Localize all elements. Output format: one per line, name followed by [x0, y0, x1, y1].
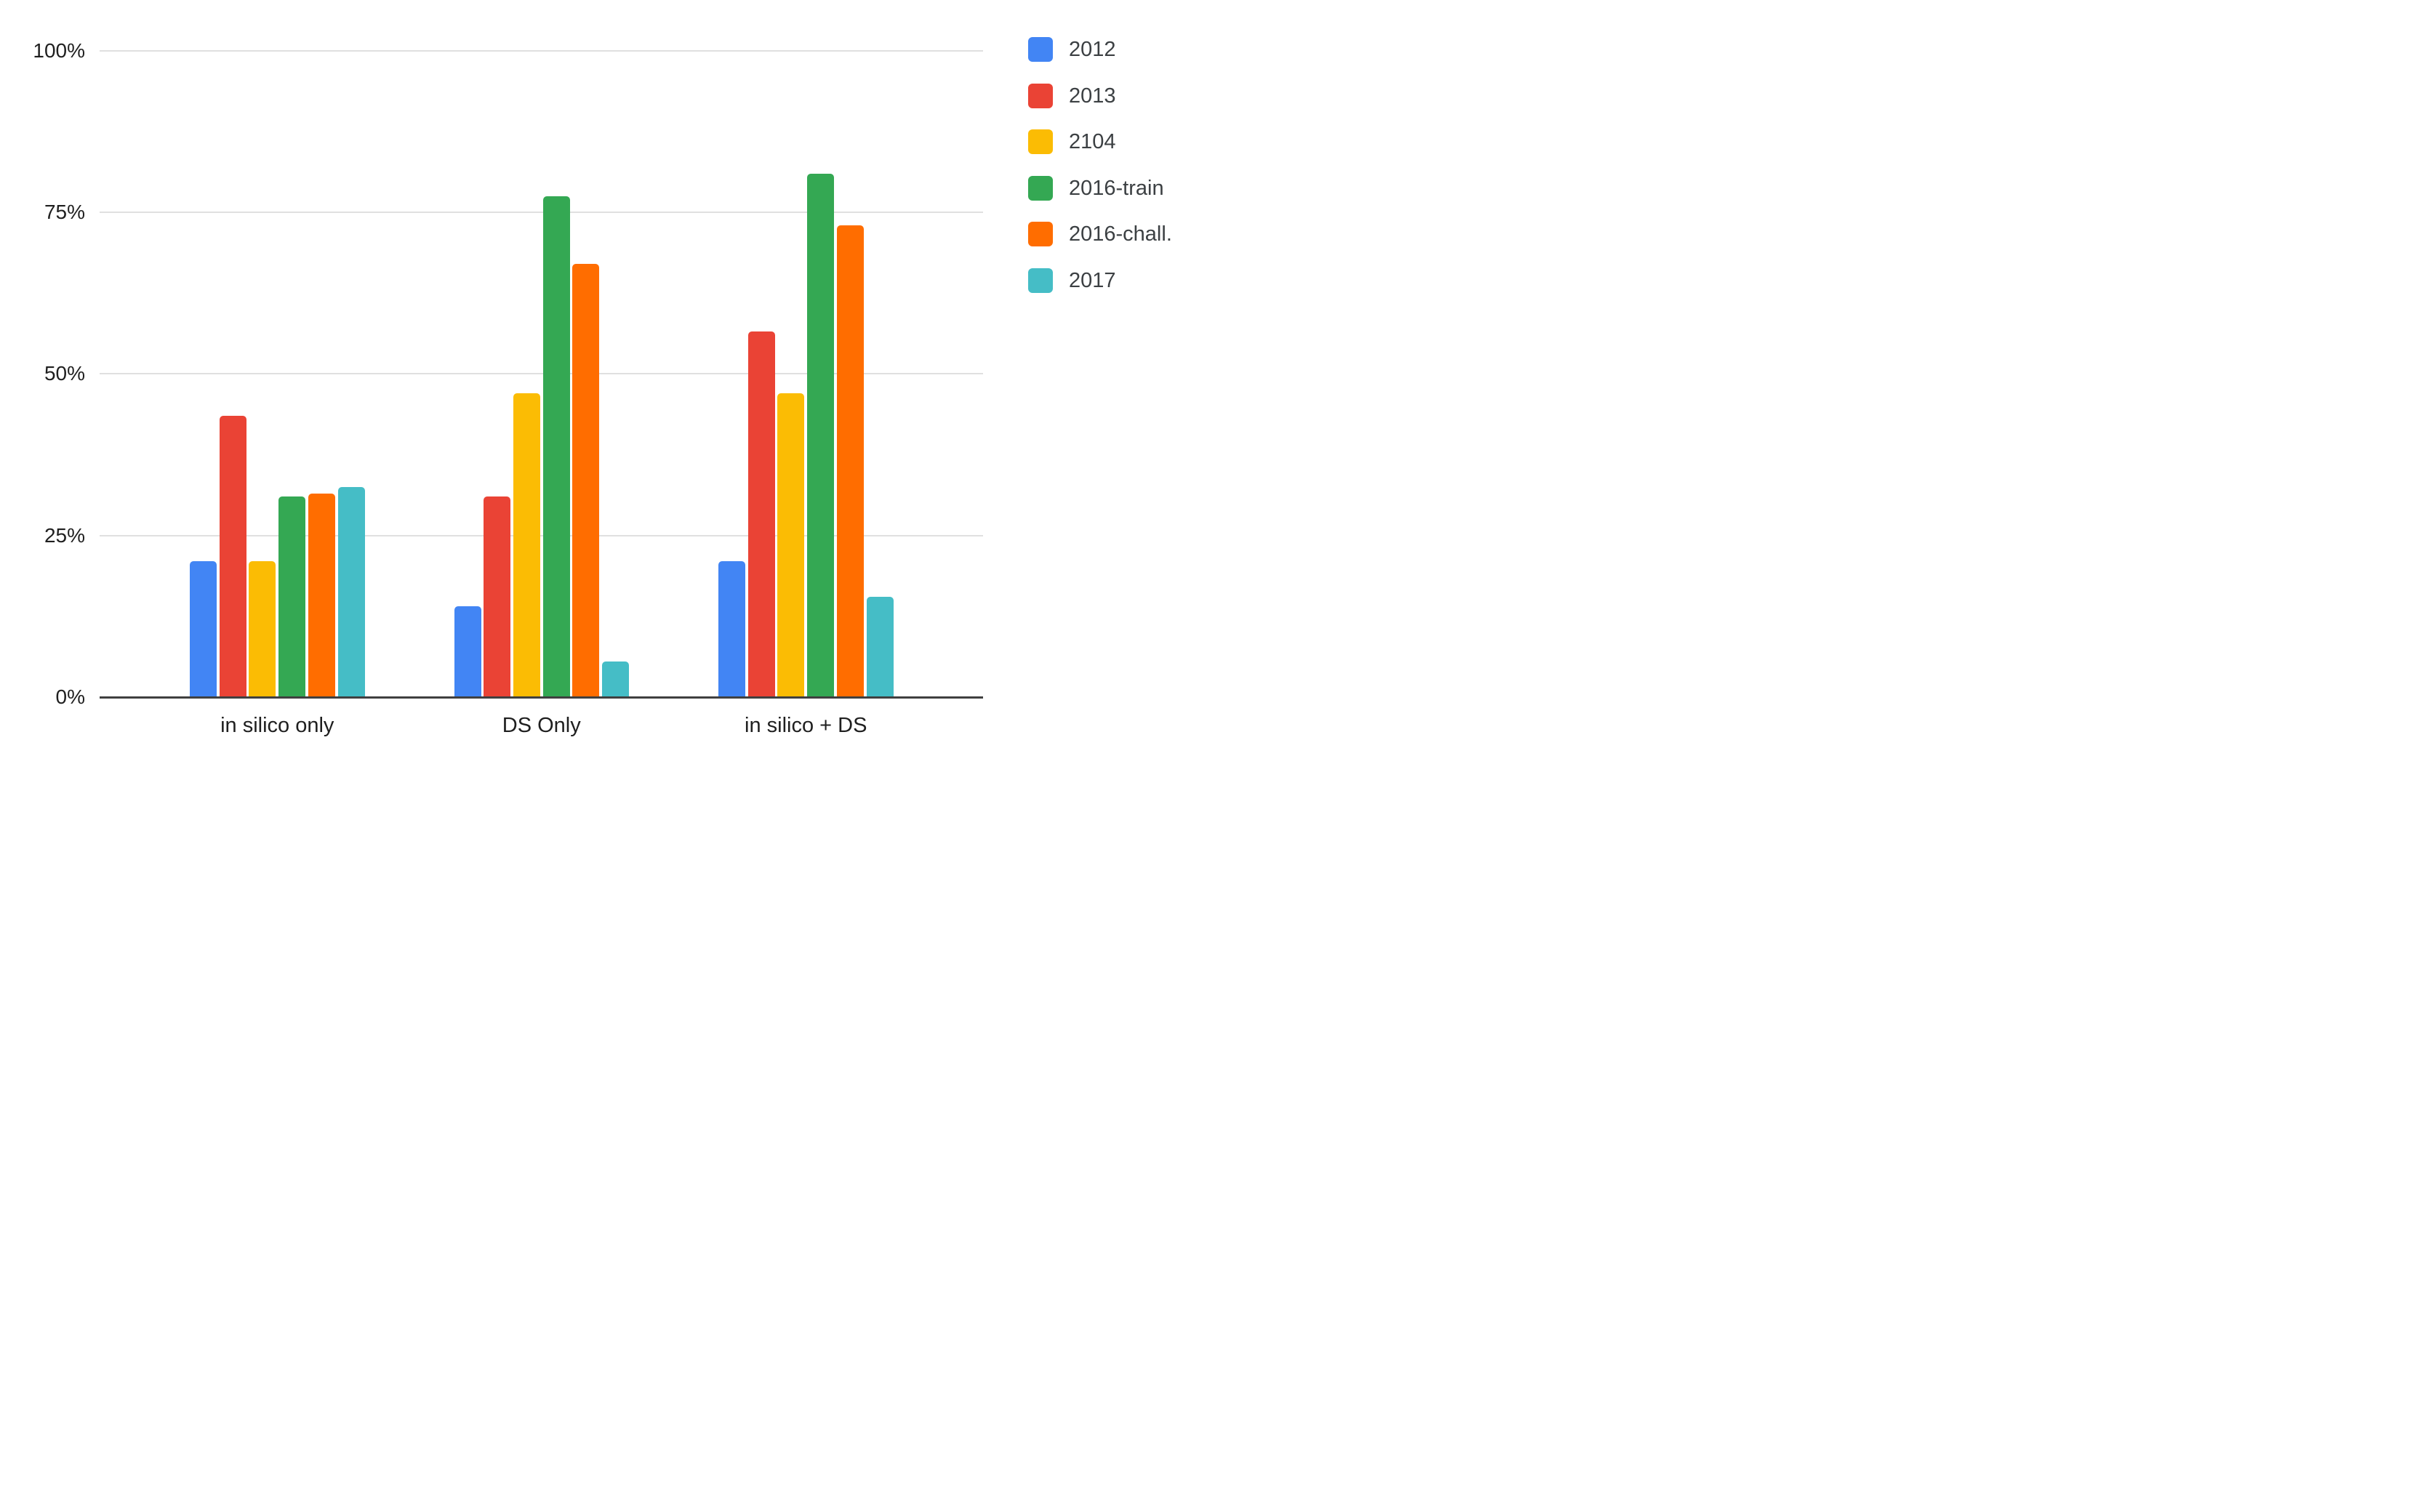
y-tick-label-25: 25% [44, 523, 85, 547]
bar-2012-in-silico-only[interactable] [190, 561, 217, 697]
gridline-50 [100, 373, 983, 375]
legend-label-2016-chall: 2016-chall. [1069, 222, 1172, 246]
legend-item-2017[interactable]: 2017 [1028, 268, 1116, 293]
bar-2016-train-in-silico-only[interactable] [278, 496, 306, 697]
bar-2016-chall-ds-only[interactable] [572, 264, 600, 697]
y-tick-label-0: 0% [55, 685, 85, 708]
bar-2013-in-silico-ds[interactable] [747, 331, 775, 697]
legend-item-2012[interactable]: 2012 [1028, 37, 1116, 62]
bar-2017-ds-only[interactable] [602, 662, 629, 697]
legend-swatch-2104 [1028, 129, 1053, 155]
plot-area: 0% 25% 50% 75% 100% in silico only DS Only in s… [0, 0, 1207, 756]
bar-2013-ds-only[interactable] [484, 496, 511, 697]
bar-2017-in-silico-only[interactable] [337, 486, 365, 697]
legend: 2012 2013 2104 2016-train 2016-chall. 2017 [0, 0, 1207, 756]
bar-2104-in-silico-only[interactable] [249, 561, 276, 697]
y-tick-label-50: 50% [44, 362, 85, 385]
bar-2017-in-silico-ds[interactable] [866, 597, 894, 697]
gridline-100 [100, 49, 983, 52]
bar-2104-in-silico-ds[interactable] [777, 393, 805, 697]
x-axis-label-in-silico-ds: in silico + DS [745, 714, 867, 737]
gridline-25 [100, 534, 983, 536]
legend-swatch-2016-train [1028, 175, 1053, 201]
bar-2016-chall-in-silico-only[interactable] [308, 493, 335, 697]
legend-item-2104[interactable]: 2104 [1028, 129, 1116, 155]
legend-label-2017: 2017 [1069, 269, 1116, 292]
bar-2013-in-silico-only[interactable] [219, 416, 246, 697]
x-axis-label-ds-only: DS Only [502, 714, 581, 737]
legend-item-2016-chall[interactable]: 2016-chall. [1028, 222, 1172, 247]
gridline-75 [100, 211, 983, 213]
legend-label-2016-train: 2016-train [1069, 176, 1164, 200]
legend-label-2104: 2104 [1069, 130, 1116, 154]
legend-label-2012: 2012 [1069, 38, 1116, 61]
legend-swatch-2017 [1028, 268, 1053, 293]
bar-2012-ds-only[interactable] [454, 606, 481, 697]
legend-item-2013[interactable]: 2013 [1028, 83, 1116, 108]
chart-container: 0% 25% 50% 75% 100% in silico only DS Only in s… [0, 0, 1207, 756]
legend-swatch-2013 [1028, 83, 1053, 108]
x-axis-label-in-silico-only: in silico only [220, 714, 334, 737]
bar-2104-ds-only[interactable] [513, 393, 540, 697]
bar-2016-train-ds-only[interactable] [542, 196, 570, 697]
legend-item-2016-train[interactable]: 2016-train [1028, 175, 1164, 201]
y-tick-label-100: 100% [33, 39, 85, 62]
bar-2012-in-silico-ds[interactable] [718, 561, 745, 697]
legend-label-2013: 2013 [1069, 84, 1116, 108]
x-axis-line [100, 696, 983, 699]
bar-2016-chall-in-silico-ds[interactable] [836, 225, 864, 697]
legend-swatch-2012 [1028, 37, 1053, 62]
legend-swatch-2016-chall [1028, 222, 1053, 247]
bar-2016-train-in-silico-ds[interactable] [807, 173, 835, 697]
y-tick-label-75: 75% [44, 200, 85, 223]
